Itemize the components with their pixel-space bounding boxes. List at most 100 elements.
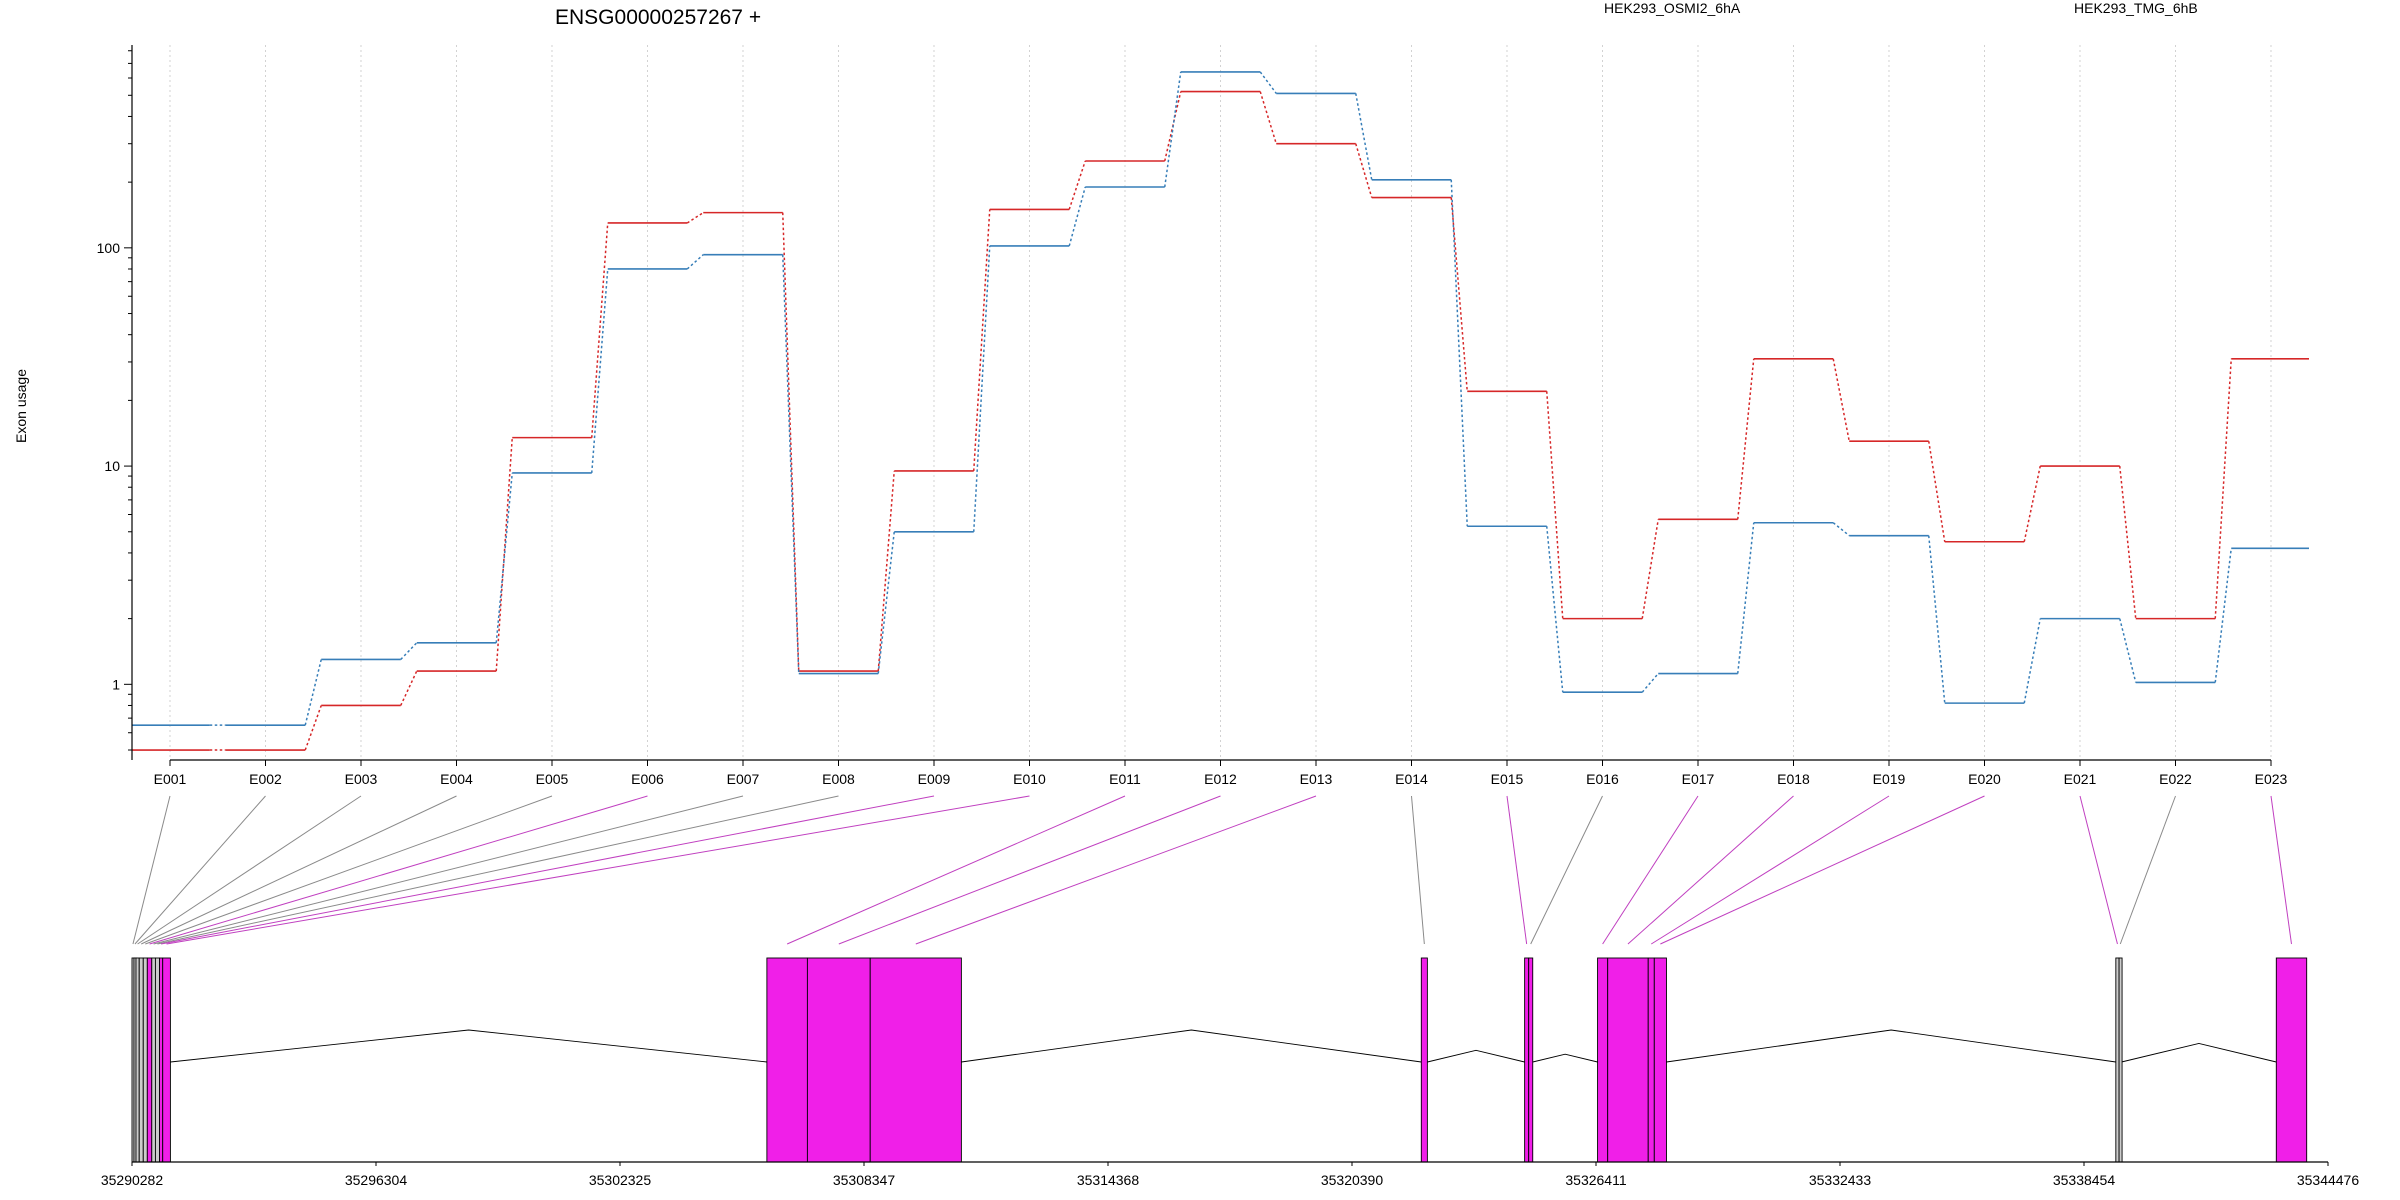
x-tick-label: E022 (2159, 771, 2192, 787)
x-tick-label: E017 (1682, 771, 1715, 787)
exon-connector (2079, 795, 2118, 945)
exon-box (1607, 957, 1649, 1163)
y-tick-label: 1 (112, 676, 120, 692)
exon-box (1647, 957, 1655, 1163)
x-tick-label: E020 (1968, 771, 2001, 787)
exon-connector (1660, 795, 1985, 945)
x-tick-label: E015 (1491, 771, 1524, 787)
intron-line (1427, 1049, 1525, 1063)
series-transition (495, 437, 513, 672)
exon-box (142, 957, 148, 1163)
exon-box (806, 957, 871, 1163)
exon-box (869, 957, 962, 1163)
exon-box (154, 957, 160, 1163)
series-transition (1355, 143, 1373, 198)
series-transition (304, 659, 322, 726)
exon-connector (1650, 795, 1890, 945)
x-tick-label: E011 (1109, 771, 1141, 787)
exon-box (1528, 957, 1534, 1163)
series-1 (132, 90, 2309, 751)
series-transition (1928, 535, 1946, 704)
series-transition (2214, 358, 2232, 619)
exon-connector (149, 795, 648, 945)
exon-connector (838, 795, 1221, 945)
intron-line (2121, 1042, 2277, 1063)
series-transition (2023, 465, 2041, 542)
exon-box (151, 957, 156, 1163)
y-tick-label: 10 (104, 458, 120, 474)
vertical-gridlines (169, 45, 2272, 760)
series-transition (1259, 91, 1277, 144)
chart-title: ENSG00000257267 + (555, 6, 761, 29)
exon-box (2115, 957, 2120, 1163)
x-tick-label: E016 (1586, 771, 1619, 787)
series-transition (973, 245, 991, 532)
x-tick-label: E018 (1777, 771, 1810, 787)
genomic-tick-label: 35296304 (345, 1172, 408, 1188)
exon-box (1597, 957, 1609, 1163)
x-tick-label: E001 (154, 771, 187, 787)
exon-box (766, 957, 808, 1163)
series-transition (2023, 618, 2041, 704)
exon-box (146, 957, 153, 1163)
exon-connector (1411, 795, 1425, 945)
series-transition (1832, 358, 1850, 442)
legend-entry-2: HEK293_TMG_6hB (2074, 0, 2198, 16)
series-transition (1259, 71, 1277, 94)
exon-connector (132, 795, 171, 945)
x-tick-label: E019 (1873, 771, 1906, 787)
exon-box (2275, 957, 2308, 1163)
gene-model: 35290282 35296304 35302325 35308347 35314368… (101, 957, 2360, 1188)
series-transition (2119, 465, 2137, 619)
genomic-tick-label: 35290282 (101, 1172, 164, 1188)
x-tick-label: E014 (1395, 771, 1428, 787)
series-transition (1832, 522, 1850, 537)
series-transition (1737, 522, 1755, 674)
intron-line (961, 1029, 1422, 1063)
x-tick-label: E010 (1013, 771, 1046, 787)
series-transition (1355, 93, 1373, 180)
genomic-tick-label: 35338454 (2053, 1172, 2116, 1188)
x-tick-label: E012 (1204, 771, 1237, 787)
exon-connector (1530, 795, 1603, 945)
series-transition (1641, 519, 1659, 619)
exon-connector (786, 795, 1126, 945)
axes: 1 10 100 E001 E002 E003 E004 E005 E006 E007 E008 E0… (97, 45, 2288, 787)
genomic-tick-label: 35332433 (1809, 1172, 1872, 1188)
series-transition (495, 472, 513, 643)
exon-connector (157, 795, 839, 945)
exon-box (2118, 957, 2123, 1163)
genomic-tick-label: 35314368 (1077, 1172, 1140, 1188)
exon-connector (134, 795, 266, 945)
series-transition (782, 254, 800, 674)
series-transition (591, 222, 609, 438)
series-transition (1450, 179, 1468, 527)
x-tick-label: E007 (727, 771, 760, 787)
exon-box (1524, 957, 1530, 1163)
series-transition (1737, 358, 1755, 520)
series-transition (1546, 391, 1564, 619)
x-tick-label: E003 (345, 771, 378, 787)
exon-box (1420, 957, 1428, 1163)
series-transition (973, 209, 991, 471)
exon-connector (137, 795, 362, 945)
series-transition (400, 670, 418, 706)
intron-line (1666, 1029, 2116, 1063)
exon-box (135, 957, 140, 1163)
exon-box (1653, 957, 1667, 1163)
x-tick-label: E002 (249, 771, 282, 787)
x-tick-label: E023 (2255, 771, 2288, 787)
genomic-tick-label: 35344476 (2297, 1172, 2360, 1188)
series-transition (686, 254, 704, 270)
genomic-tick-label: 35302325 (589, 1172, 652, 1188)
exon-box (159, 957, 164, 1163)
series-transition (1068, 186, 1086, 247)
exon-connector (1506, 795, 1528, 945)
series-transition (1164, 71, 1182, 188)
intron-line (170, 1029, 767, 1063)
series-transition (877, 470, 895, 672)
genomic-tick-label: 35308347 (833, 1172, 896, 1188)
series-transition (2119, 618, 2137, 683)
series-transition (400, 642, 418, 660)
